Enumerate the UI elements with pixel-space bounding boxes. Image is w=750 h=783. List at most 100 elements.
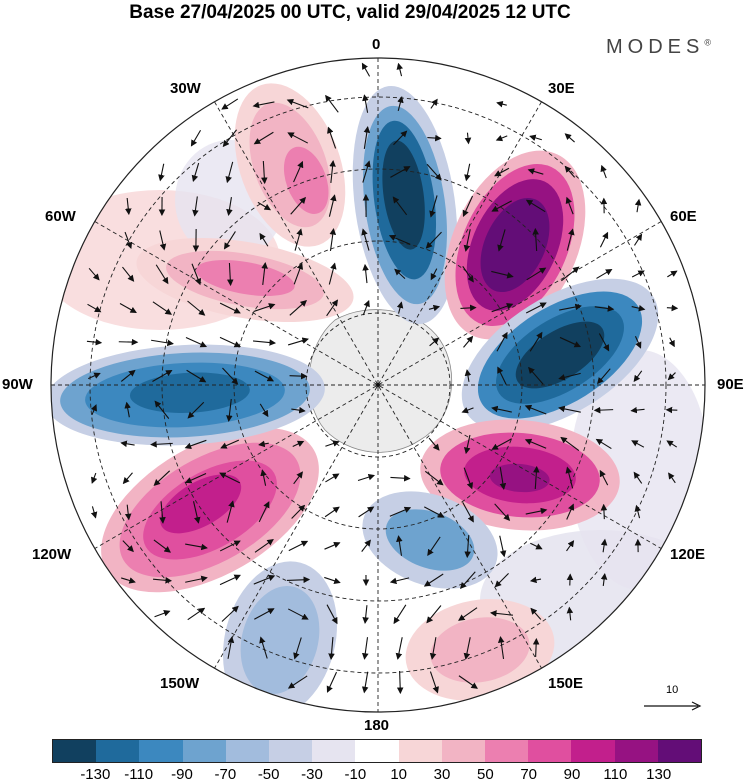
- longitude-label-0: 0: [372, 36, 381, 53]
- wind-vector: [393, 130, 408, 146]
- wind-vector: [261, 160, 268, 185]
- wind-vector: [533, 465, 540, 490]
- wind-vector: [668, 337, 675, 348]
- colorbar-swatch: [182, 740, 226, 762]
- wind-vector: [389, 506, 412, 517]
- wind-vector: [122, 266, 135, 282]
- wind-vector: [121, 577, 136, 584]
- wind-vector: [120, 369, 136, 382]
- wind-vector: [634, 336, 642, 349]
- wind-vector: [153, 539, 171, 553]
- wind-vector: [667, 372, 676, 381]
- wind-vector: [253, 574, 276, 585]
- wind-vector: [90, 506, 98, 519]
- anomaly-lobe-positive: [101, 427, 319, 593]
- wind-vector: [561, 266, 580, 282]
- wind-vector: [254, 608, 275, 620]
- wind-vector: [185, 543, 208, 551]
- wind-vector: [259, 232, 269, 247]
- wind-vector: [566, 228, 575, 251]
- wind-vector: [361, 539, 371, 552]
- wind-vector: [631, 270, 645, 278]
- wind-vector: [289, 299, 308, 316]
- wind-vector: [361, 62, 371, 77]
- wind-vector: [258, 440, 269, 448]
- wind-vector: [293, 471, 303, 485]
- wind-vector: [287, 675, 308, 689]
- wind-vector: [357, 473, 376, 482]
- wind-vector: [429, 337, 440, 347]
- wind-vector: [631, 304, 646, 312]
- colorbar-tick-label: -110: [124, 766, 154, 783]
- colorbar-swatch: [614, 740, 658, 762]
- wind-vector: [362, 263, 369, 284]
- wind-vector: [600, 503, 608, 520]
- wind-vector: [184, 439, 207, 449]
- longitude-label-90w: 90W: [2, 376, 33, 393]
- wind-vector: [633, 471, 643, 484]
- colorbar-swatch: [528, 740, 572, 762]
- wind-vector: [226, 262, 234, 287]
- wind-vector: [397, 96, 404, 112]
- wind-vector: [88, 372, 101, 380]
- wind-vector: [464, 534, 471, 559]
- wind-vector: [634, 504, 641, 519]
- wind-vector: [324, 541, 341, 550]
- wind-vector: [667, 270, 678, 278]
- colorbar-swatch: [441, 740, 486, 762]
- longitude-label-90e: 90E: [717, 376, 744, 393]
- wind-vector: [525, 199, 546, 213]
- wind-vector: [595, 438, 612, 450]
- wind-vector: [600, 538, 608, 553]
- wind-vector: [560, 436, 580, 451]
- wind-vector: [219, 540, 241, 552]
- wind-vector: [427, 134, 442, 142]
- wind-vector: [326, 299, 339, 317]
- wind-vector: [494, 572, 509, 588]
- wind-vector: [524, 404, 547, 415]
- wind-vector: [286, 576, 311, 584]
- wind-vector: [429, 671, 439, 694]
- wind-vector: [394, 268, 406, 280]
- wind-vector: [185, 336, 208, 348]
- wind-vector: [362, 160, 371, 183]
- wind-vector: [325, 440, 340, 447]
- colorbar-swatch: [398, 740, 442, 762]
- wind-vector: [565, 196, 574, 215]
- wind-vector: [532, 227, 539, 252]
- wind-vectors: [86, 62, 679, 695]
- wind-vector: [325, 473, 340, 483]
- wind-vector: [529, 576, 542, 584]
- wind-vector: [463, 637, 471, 660]
- wind-vector: [362, 605, 369, 624]
- colorbar-swatch: [657, 740, 702, 762]
- wind-vector: [565, 466, 574, 489]
- anomaly-lobe-negative: [222, 561, 338, 712]
- wind-vector: [252, 339, 277, 346]
- wind-vector: [124, 504, 132, 521]
- wind-vector: [221, 98, 239, 110]
- wind-vector: [159, 501, 166, 524]
- colorbar-tick-label: -30: [301, 766, 323, 783]
- wind-vector: [151, 339, 174, 347]
- wind-vector: [327, 126, 337, 149]
- wind-vector: [594, 305, 615, 312]
- wind-vector: [226, 500, 235, 523]
- anomaly-lobe-negative: [51, 344, 325, 446]
- wind-vector: [358, 506, 375, 518]
- wind-vector: [253, 303, 276, 313]
- colorbar-swatch: [53, 740, 97, 762]
- wind-vector: [499, 535, 507, 558]
- wind-vector: [396, 670, 404, 695]
- wind-vector: [463, 467, 474, 490]
- wind-vector: [525, 507, 548, 515]
- wind-vector: [220, 439, 240, 449]
- wind-vector: [222, 367, 239, 385]
- wind-vector: [529, 134, 542, 142]
- wind-vector: [120, 440, 135, 448]
- wind-vector: [634, 233, 643, 246]
- wind-vector: [564, 165, 576, 178]
- wind-vector: [122, 472, 133, 485]
- wind-vector: [494, 503, 511, 522]
